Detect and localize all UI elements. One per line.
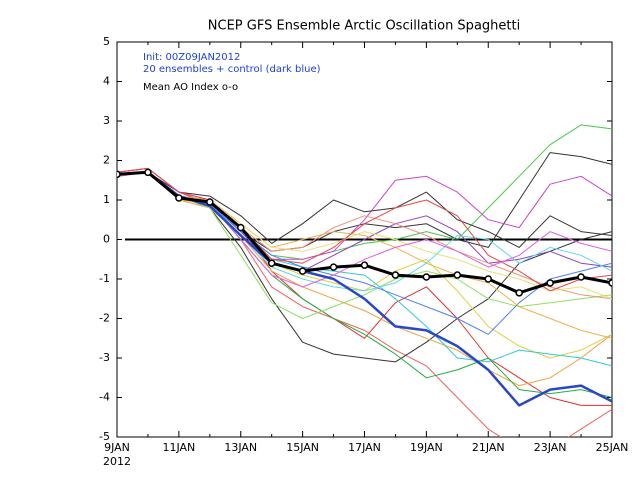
series-line (117, 171, 612, 407)
mean-marker (360, 261, 369, 269)
annotation: Mean AO Index o-o (143, 82, 238, 93)
series-line (117, 167, 612, 292)
y-tick-label: 5 (103, 35, 110, 48)
y-tick-label: 2 (103, 154, 110, 167)
mean-marker (298, 267, 307, 275)
mean-marker (206, 198, 214, 206)
x-tick-label: 11JAN (162, 441, 195, 454)
series-line (117, 171, 612, 319)
x-tick-label: 23JAN (534, 441, 567, 454)
mean-marker (267, 259, 276, 267)
mean-marker (515, 289, 523, 297)
x-tick-label: 13JAN (224, 441, 257, 454)
series-line (117, 171, 612, 248)
mean-marker (329, 263, 338, 271)
series-line (117, 171, 612, 339)
x-tick-label: 25JAN (596, 441, 629, 454)
mean-marker (577, 273, 585, 281)
mean-marker (175, 194, 183, 202)
x-tick-label: 21JAN (472, 441, 505, 454)
mean-marker (391, 271, 400, 279)
plot-area (117, 124, 612, 437)
mean-marker (608, 279, 612, 287)
x-tick-label: 15JAN (286, 441, 319, 454)
x-year-label: 2012 (103, 455, 131, 468)
series-line (117, 171, 612, 387)
x-tick-label: 17JAN (348, 441, 381, 454)
y-tick-label: 4 (103, 75, 110, 88)
mean-marker (422, 273, 431, 281)
mean-marker (237, 223, 245, 232)
chart-title: NCEP GFS Ensemble Arctic Oscillation Spa… (208, 19, 520, 34)
annotation: Init: 00Z09JAN2012 (143, 52, 240, 63)
y-tick-label: 0 (103, 233, 110, 246)
y-tick-label: -2 (99, 312, 110, 325)
y-tick-label: -5 (99, 430, 110, 443)
y-tick-label: 3 (103, 114, 110, 127)
mean-marker (546, 279, 554, 287)
x-tick-label: 9JAN (104, 441, 130, 454)
x-tick-label: 19JAN (410, 441, 443, 454)
annotation: 20 ensembles + control (dark blue) (143, 64, 321, 75)
mean-marker (484, 275, 492, 283)
mean-marker (117, 170, 121, 179)
y-tick-label: 1 (103, 193, 110, 206)
mean-marker (144, 168, 152, 177)
y-tick-label: -3 (99, 351, 110, 364)
y-tick-label: -4 (99, 391, 110, 404)
y-tick-label: -1 (99, 272, 110, 285)
mean-marker (453, 271, 462, 279)
